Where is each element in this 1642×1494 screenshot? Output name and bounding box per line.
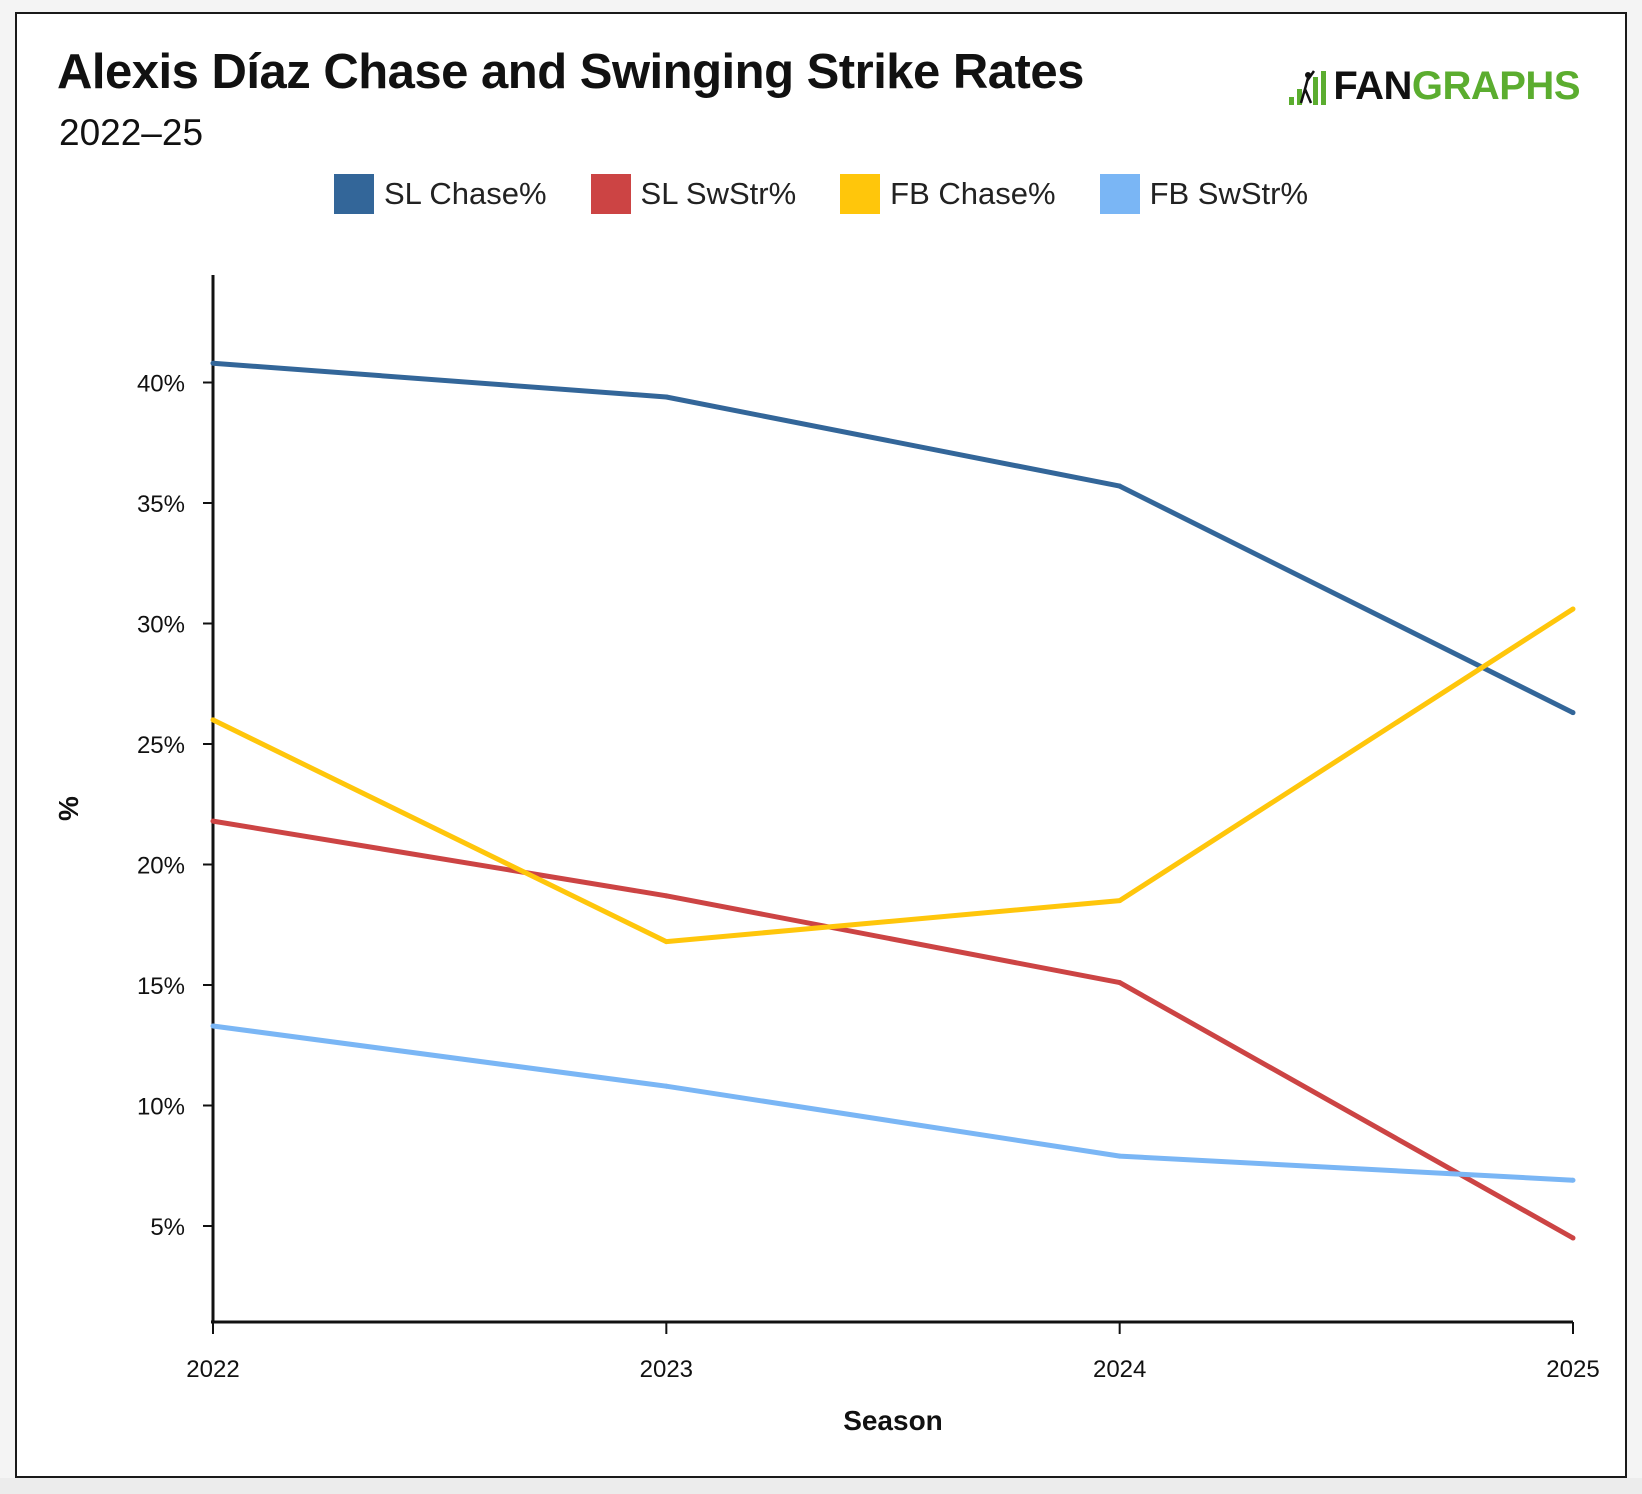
fangraphs-logo: FAN GRAPHS [1287,64,1581,109]
legend-item: FB Chase% [840,174,1056,214]
y-tick-label: 10% [137,1094,185,1121]
legend-swatch [333,174,374,214]
legend-item: FB SwStr% [1099,174,1309,214]
series-line-sl-chase- [212,360,1575,715]
legend-label: FB Chase% [890,176,1056,211]
legend-swatch [590,174,631,214]
y-axis-title: % [53,796,84,821]
data-point [1570,1177,1576,1183]
data-point [210,1023,216,1029]
data-point [1117,1153,1123,1159]
data-point [1117,980,1123,986]
data-point [663,394,669,400]
legend-label: FB SwStr% [1149,176,1309,211]
x-tick-label: 2023 [640,1356,693,1383]
x-tick-label: 2024 [1093,1356,1146,1383]
data-point [1570,710,1576,716]
series-line-sl-swstr- [212,818,1575,1241]
legend-label: SL Chase% [383,176,547,211]
y-tick-label: 40% [137,371,185,398]
data-point [663,1083,669,1089]
data-point [1117,898,1123,904]
legend-item: SL Chase% [333,174,547,214]
x-tick-label: 2022 [186,1356,239,1383]
data-point [1570,1235,1576,1241]
y-tick-label: 5% [150,1214,185,1241]
chart-legend: SL Chase% SL SwStr% FB Chase% FB SwStr% [17,174,1625,214]
x-axis-title: Season [843,1405,943,1436]
logo-text-graphs: GRAPHS [1411,64,1581,108]
y-tick-label: 35% [137,491,185,518]
fangraphs-bars-icon [1289,69,1327,105]
data-point [663,893,669,899]
data-point [1570,606,1576,612]
logo-text-fan: FAN [1333,64,1412,108]
chart-subtitle: 2022–25 [59,112,204,153]
y-tick-label: 15% [137,973,185,1000]
data-point [210,717,216,723]
legend-swatch [1099,174,1140,214]
legend-item: SL SwStr% [590,174,797,214]
data-point [663,939,669,945]
data-point [210,360,216,366]
y-tick-label: 25% [137,732,185,759]
x-tick-label: 2025 [1546,1356,1599,1383]
series-line-fb-chase- [211,606,1575,945]
series-line-fb-swstr- [212,1023,1574,1183]
legend-label: SL SwStr% [640,176,797,211]
page-bottom-strip [0,1478,1642,1494]
chart-title: Alexis Díaz Chase and Swinging Strike Ra… [57,45,1084,99]
data-point [1117,483,1123,489]
legend-swatch [840,174,881,214]
y-tick-label: 30% [137,612,185,639]
data-point [210,818,216,824]
y-tick-label: 20% [137,853,185,880]
